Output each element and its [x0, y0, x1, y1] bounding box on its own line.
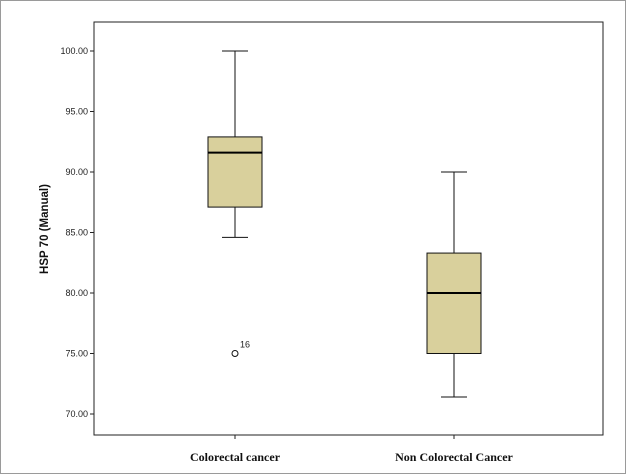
x-category-label: Colorectal cancer [190, 450, 281, 464]
y-tick-label: 75.00 [65, 349, 88, 359]
y-axis-title: HSP 70 (Manual) [39, 184, 51, 274]
y-axis: 70.00 75.00 80.00 85.00 90.00 95.00 100.00 [60, 46, 94, 419]
y-tick-label: 70.00 [65, 409, 88, 419]
outlier-label: 16 [240, 340, 250, 350]
x-axis: Colorectal cancer Non Colorectal Cancer [190, 435, 514, 464]
iqr-box [207, 136, 263, 208]
y-tick-label: 90.00 [65, 167, 88, 177]
plot-area [93, 21, 604, 436]
y-tick-label: 95.00 [65, 107, 88, 117]
y-tick-label: 80.00 [65, 288, 88, 298]
box-group [426, 171, 482, 398]
box-group: 16 [207, 50, 263, 357]
y-tick-label: 100.00 [60, 46, 88, 56]
boxes-layer: 16 [207, 50, 482, 398]
x-category-label: Non Colorectal Cancer [395, 450, 513, 464]
outlier-point [231, 350, 239, 357]
y-tick-label: 85.00 [65, 228, 88, 238]
iqr-box [426, 252, 482, 355]
